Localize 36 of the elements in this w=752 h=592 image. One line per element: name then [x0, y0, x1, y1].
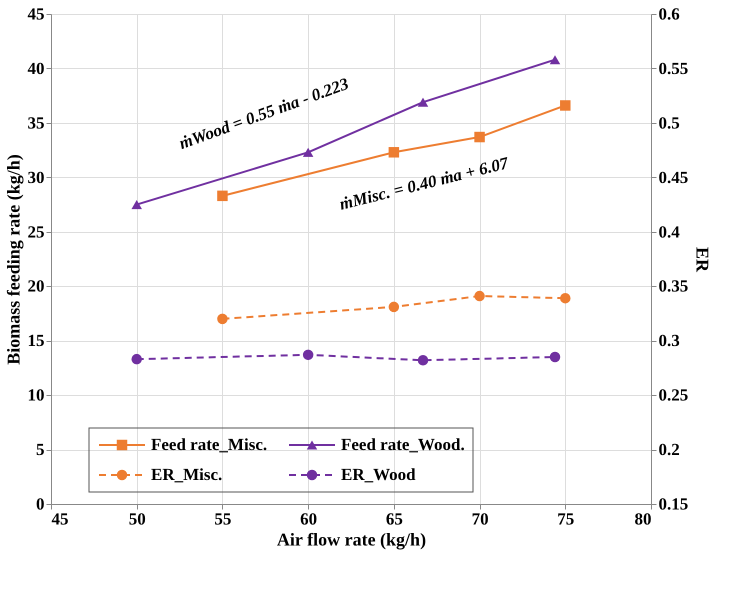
x-tick-label: 75: [557, 510, 574, 528]
x-tick-label: 70: [472, 510, 489, 528]
y-tick-label: 40: [28, 58, 44, 78]
x-tick-label: 80: [634, 510, 652, 528]
annotation: ṁMisc. = 0.40 ṁa + 6.07: [337, 152, 512, 214]
x-tick-label: 60: [300, 510, 318, 528]
x-tick-label: 65: [386, 510, 403, 528]
y2-axis-title: ER: [692, 246, 712, 273]
y-axis-title: Biomass feeding rate (kg/h): [4, 154, 24, 365]
y-tick-label: 10: [28, 386, 44, 405]
y2-tick-label: 0.55: [658, 58, 688, 78]
y-tick-label: 15: [28, 331, 44, 350]
x-tick-label: 50: [128, 510, 146, 528]
y2-tick-label: 0.35: [658, 276, 688, 296]
y-tick-label: 25: [28, 222, 44, 242]
y2-tick-label: 0.15: [658, 494, 688, 514]
y2-tick-label: 0.5: [658, 113, 680, 132]
y2-tick-label: 0.3: [658, 331, 680, 350]
y2-tick-label: 0.25: [658, 386, 688, 405]
y2-tick-label: 0.4: [658, 222, 680, 242]
y-tick-label: 35: [28, 113, 44, 132]
y-tick-label: 20: [28, 276, 44, 296]
legend-label: ER_Wood: [341, 465, 416, 484]
x-tick-label: 55: [214, 510, 232, 528]
y-tick-label: 30: [28, 168, 44, 187]
x-tick-label: 45: [52, 510, 68, 528]
y2-tick-label: 0.45: [658, 168, 688, 187]
legend-label: Feed rate_Wood.: [341, 435, 465, 454]
y-tick-label: 5: [36, 440, 44, 460]
y-tick-label: 45: [28, 4, 44, 24]
x-axis-title: Air flow rate (kg/h): [276, 530, 426, 550]
legend-label: Feed rate_Misc.: [151, 435, 268, 454]
y-tick-label: 0: [36, 494, 44, 514]
y2-tick-label: 0.2: [658, 440, 680, 460]
legend-label: ER_Misc.: [151, 465, 222, 484]
y2-tick-label: 0.6: [658, 4, 680, 24]
